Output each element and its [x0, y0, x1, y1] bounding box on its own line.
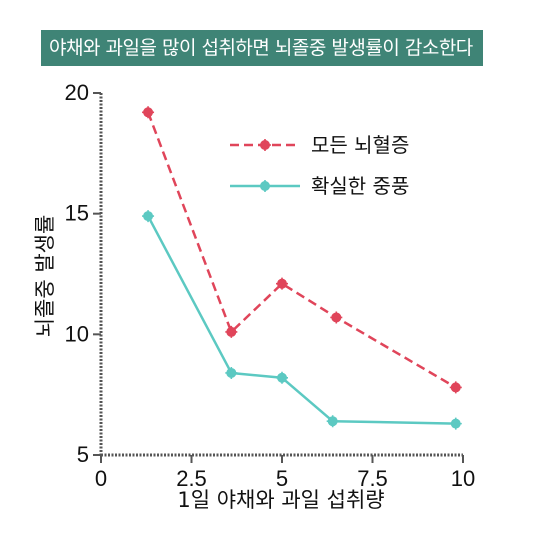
data-point-marker — [449, 417, 462, 430]
axes: 5 10 15 20 0 2.5 5 7.5 10 — [65, 80, 476, 491]
legend-marker-cross — [259, 180, 271, 192]
y-tick-label: 15 — [65, 201, 89, 226]
x-tick-label: 7.5 — [357, 466, 388, 491]
y-axis-label: 뇌졸중 발생률 — [33, 215, 57, 338]
y-tick-label: 10 — [65, 321, 89, 346]
series-layer — [142, 106, 462, 430]
data-point-marker — [225, 366, 238, 379]
data-point-marker — [276, 371, 288, 384]
x-tick-label: 0 — [95, 466, 107, 491]
y-tick-label: 5 — [77, 442, 89, 467]
legend-label: 모든 뇌혈증 — [311, 133, 409, 157]
x-tick-label: 10 — [451, 466, 475, 491]
data-point-marker — [142, 106, 155, 119]
legend-label: 확실한 중풍 — [311, 174, 409, 198]
y-tick-label: 20 — [65, 80, 89, 105]
data-point-marker — [330, 311, 343, 324]
x-tick-label: 2.5 — [176, 466, 207, 491]
data-point-marker — [276, 277, 288, 290]
series-line-2 — [146, 215, 456, 425]
data-point-marker — [326, 415, 339, 428]
x-tick-label: 5 — [276, 466, 288, 491]
data-point-marker — [225, 325, 238, 338]
x-axis-label: 1일 야채와 과일 섭취량 — [177, 488, 384, 512]
series-line-1 — [146, 111, 457, 389]
data-point-marker — [449, 381, 462, 394]
data-point-marker — [142, 210, 155, 223]
chart-title: 야채와 과일을 많이 섭취하면 뇌졸중 발생률이 감소한다 — [41, 30, 483, 66]
legend-marker-cross — [259, 139, 271, 151]
